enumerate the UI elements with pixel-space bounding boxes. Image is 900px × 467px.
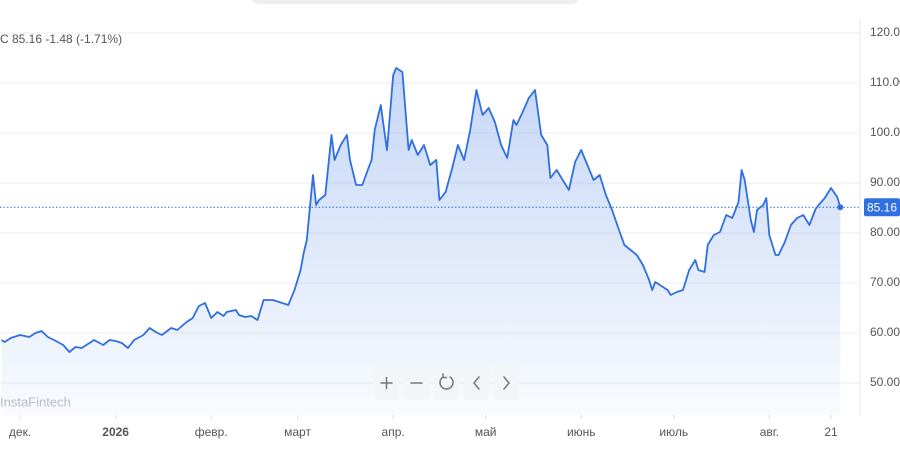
reset-button[interactable] (434, 366, 459, 400)
left-icon (473, 376, 480, 390)
y-tick-label: 120.00 (870, 25, 900, 39)
reset-icon (439, 373, 454, 390)
overlay-layer: 85.16 (0, 198, 900, 217)
y-tick-label: 110.00 (870, 75, 900, 89)
zoom-controls (374, 366, 519, 400)
y-tick-label: 80.00 (870, 225, 900, 239)
x-tick-label: авг. (760, 425, 779, 439)
x-tick-label: апр. (382, 425, 405, 439)
header-quote: C 85.16 -1.48 (-1.71%) (0, 32, 122, 46)
x-tick-label: март (284, 425, 311, 439)
scroll-handle (251, 0, 579, 4)
grid-layer: 50.00 60.00 70.00 80.00 90.00 100.00 110.00 120… (0, 25, 900, 439)
x-tick-label: май (475, 425, 497, 439)
y-tick-label: 50.00 (870, 375, 900, 389)
watermark: InstaFintech (0, 394, 71, 409)
data-layer (1, 67, 844, 415)
y-tick-label: 90.00 (870, 175, 900, 189)
scroll-right-button[interactable] (494, 366, 519, 400)
right-icon (503, 376, 510, 390)
y-tick-label: 100.00 (870, 125, 900, 139)
area-fill (1, 68, 841, 415)
price-badge-label: 85.16 (867, 200, 897, 214)
x-tick-label: 2026 (102, 425, 129, 439)
x-tick-label: июнь (567, 425, 596, 439)
y-tick-label: 70.00 (870, 275, 900, 289)
plus-icon (380, 376, 393, 390)
x-tick-label: февр. (195, 425, 228, 439)
y-tick-label: 60.00 (870, 325, 900, 339)
x-tick-label: 21 (824, 425, 838, 439)
scroll-left-button[interactable] (464, 366, 489, 400)
price-line (1, 67, 842, 353)
x-tick-label: дек. (9, 425, 31, 439)
price-badge (864, 198, 900, 217)
x-tick-label: июль (659, 425, 688, 439)
